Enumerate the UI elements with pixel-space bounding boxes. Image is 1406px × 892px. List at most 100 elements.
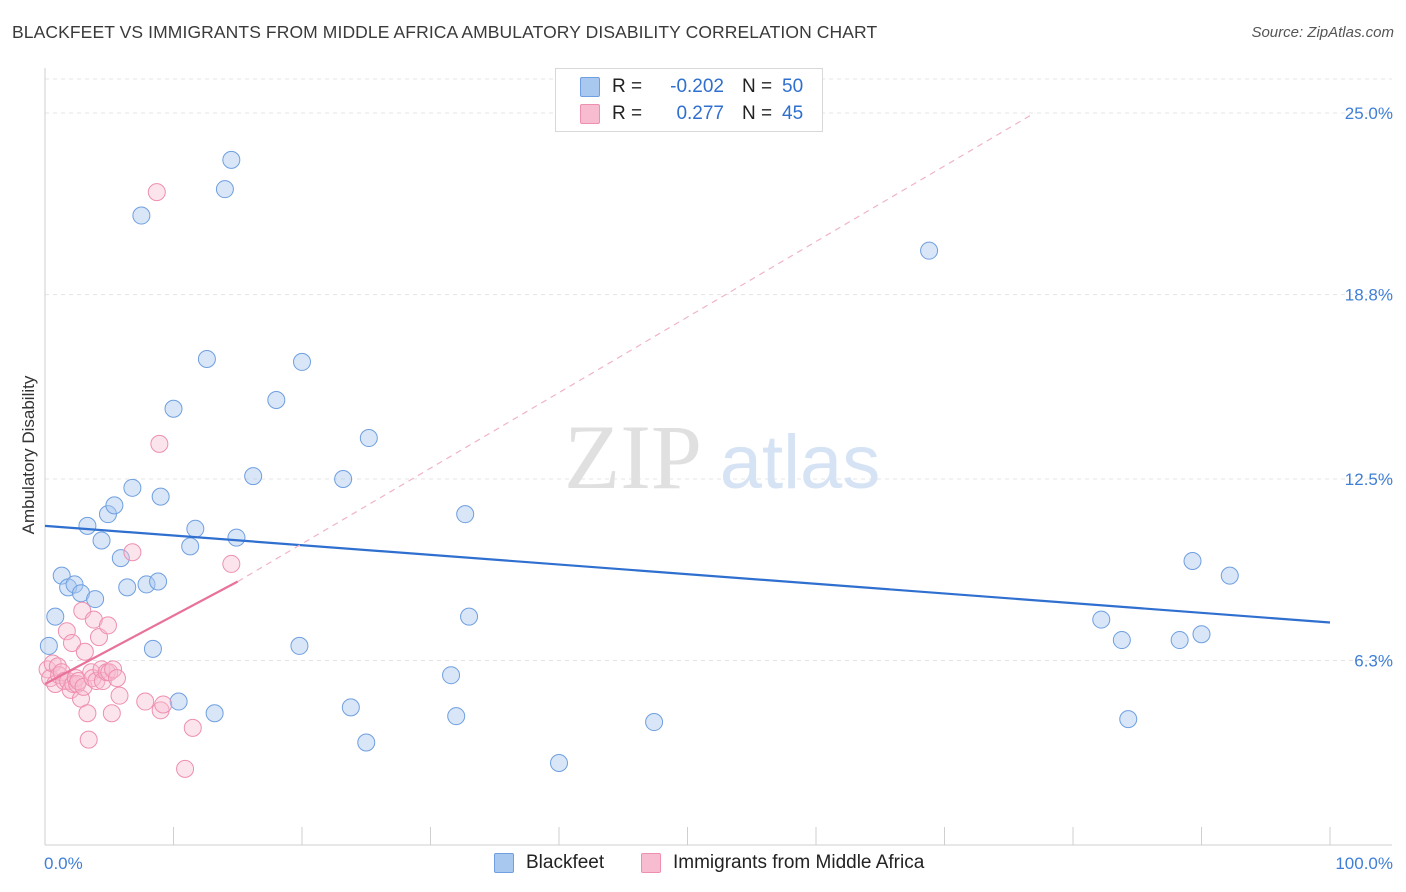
blackfeet-point xyxy=(1112,631,1131,650)
blackfeet-point xyxy=(244,467,263,486)
immigrants-point xyxy=(222,554,241,573)
blackfeet-point xyxy=(290,636,309,655)
immigrants-point xyxy=(110,686,129,705)
blackfeet-point xyxy=(205,704,224,723)
blackfeet-point xyxy=(65,575,84,594)
legend-n-label: N = xyxy=(742,103,773,124)
blackfeet-point xyxy=(111,549,130,568)
blackfeet-point xyxy=(1092,610,1111,629)
immigrants-point xyxy=(183,718,202,737)
blackfeet-trend-line xyxy=(44,524,1331,624)
blackfeet-point xyxy=(151,487,170,506)
correlation-legend: R = -0.202 N = 50 R = 0.277 N = 45 xyxy=(555,68,823,132)
blackfeet-point xyxy=(52,566,71,585)
blackfeet-point xyxy=(550,754,568,773)
blackfeet-point xyxy=(293,352,311,371)
blackfeet-point xyxy=(1220,566,1239,585)
data-points xyxy=(38,150,1239,778)
x-tick-label: 0.0% xyxy=(44,854,83,873)
blackfeet-point xyxy=(215,180,234,199)
immigrants-point xyxy=(93,672,112,691)
immigrants-point xyxy=(69,672,88,691)
blackfeet-point xyxy=(92,531,111,550)
immigrants-point xyxy=(57,622,76,641)
gridlines xyxy=(45,78,1392,662)
blackfeet-point xyxy=(1119,710,1138,729)
legend-swatch-pink xyxy=(641,853,661,873)
blackfeet-point xyxy=(78,516,97,535)
blackfeet-point xyxy=(143,639,162,658)
blackfeet-point xyxy=(197,349,216,368)
legend-swatch-blue xyxy=(580,77,600,97)
immigrants-point xyxy=(150,434,169,453)
legend-r-label: R = xyxy=(612,103,643,124)
blackfeet-point xyxy=(456,505,475,524)
y-tick-label: 18.8% xyxy=(1345,286,1393,305)
blackfeet-point xyxy=(447,707,466,726)
blackfeet-point xyxy=(46,607,65,626)
immigrants-trend-line xyxy=(44,580,239,685)
chart-source: Source: ZipAtlas.com xyxy=(1251,24,1394,41)
legend-r-value: 0.277 xyxy=(676,103,724,124)
immigrants-point xyxy=(147,183,166,202)
y-tick-label: 12.5% xyxy=(1345,470,1393,489)
blackfeet-point xyxy=(359,429,378,448)
legend-row-immigrants: R = 0.277 N = 45 xyxy=(580,102,803,126)
x-tick-label: 100.0% xyxy=(1335,854,1393,873)
immigrants-point xyxy=(154,695,173,714)
y-tick-labels: 6.3% 12.5% 18.8% 25.0% xyxy=(1345,104,1393,670)
legend-swatch-pink xyxy=(580,104,600,124)
blackfeet-point xyxy=(645,713,664,732)
axes xyxy=(44,68,1392,846)
immigrants-point xyxy=(62,633,81,652)
legend-row-blackfeet: R = -0.202 N = 50 xyxy=(580,75,803,99)
blackfeet-point xyxy=(1183,552,1202,571)
series-legend-immigrants[interactable]: Immigrants from Middle Africa xyxy=(641,852,924,874)
legend-r-value: -0.202 xyxy=(670,76,724,97)
immigrants-point xyxy=(104,660,123,679)
chart-title: BLACKFEET VS IMMIGRANTS FROM MIDDLE AFRI… xyxy=(12,22,878,42)
series-legend-label: Blackfeet xyxy=(526,852,605,873)
trend-lines xyxy=(44,112,1331,685)
blackfeet-point xyxy=(105,496,124,515)
blackfeet-point xyxy=(1170,631,1189,650)
series-legend-blackfeet[interactable]: Blackfeet xyxy=(494,852,604,874)
blackfeet-point xyxy=(169,692,188,711)
immigrants-point xyxy=(98,616,117,635)
immigrants-point xyxy=(123,543,142,562)
immigrants-point xyxy=(102,704,121,723)
blackfeet-point xyxy=(920,241,939,260)
watermark: ZIP atlas xyxy=(564,406,880,508)
blackfeet-point xyxy=(149,572,168,591)
legend-n-value: 50 xyxy=(782,76,804,97)
immigrants-point xyxy=(136,692,155,711)
y-axis-label: Ambulatory Disability xyxy=(19,375,38,534)
watermark-atlas: atlas xyxy=(720,420,881,505)
legend-r-label: R = xyxy=(612,76,643,97)
blackfeet-point xyxy=(460,607,479,626)
blackfeet-point xyxy=(137,575,156,594)
watermark-zip: ZIP xyxy=(564,406,702,508)
blackfeet-point xyxy=(341,698,360,717)
blackfeet-point xyxy=(164,399,183,418)
legend-n-value: 45 xyxy=(782,103,804,124)
blackfeet-point xyxy=(357,733,376,752)
immigrants-point xyxy=(75,642,94,661)
y-tick-label: 6.3% xyxy=(1354,652,1393,671)
legend-swatch-blue xyxy=(494,853,514,873)
blackfeet-point xyxy=(118,578,137,597)
immigrants-point xyxy=(78,704,97,723)
series-legend: Blackfeet Immigrants from Middle Africa xyxy=(0,852,1406,878)
legend-n-label: N = xyxy=(742,76,773,97)
immigrants-point xyxy=(176,759,195,778)
immigrants-point xyxy=(79,730,98,749)
blackfeet-point xyxy=(98,505,117,524)
blackfeet-point xyxy=(1192,625,1211,644)
blackfeet-point xyxy=(227,528,246,547)
immigrants-point xyxy=(107,669,126,688)
blackfeet-point xyxy=(132,206,151,225)
blackfeet-point xyxy=(334,470,353,489)
blackfeet-point xyxy=(123,478,142,497)
immigrants-trend-extension xyxy=(237,112,1035,583)
